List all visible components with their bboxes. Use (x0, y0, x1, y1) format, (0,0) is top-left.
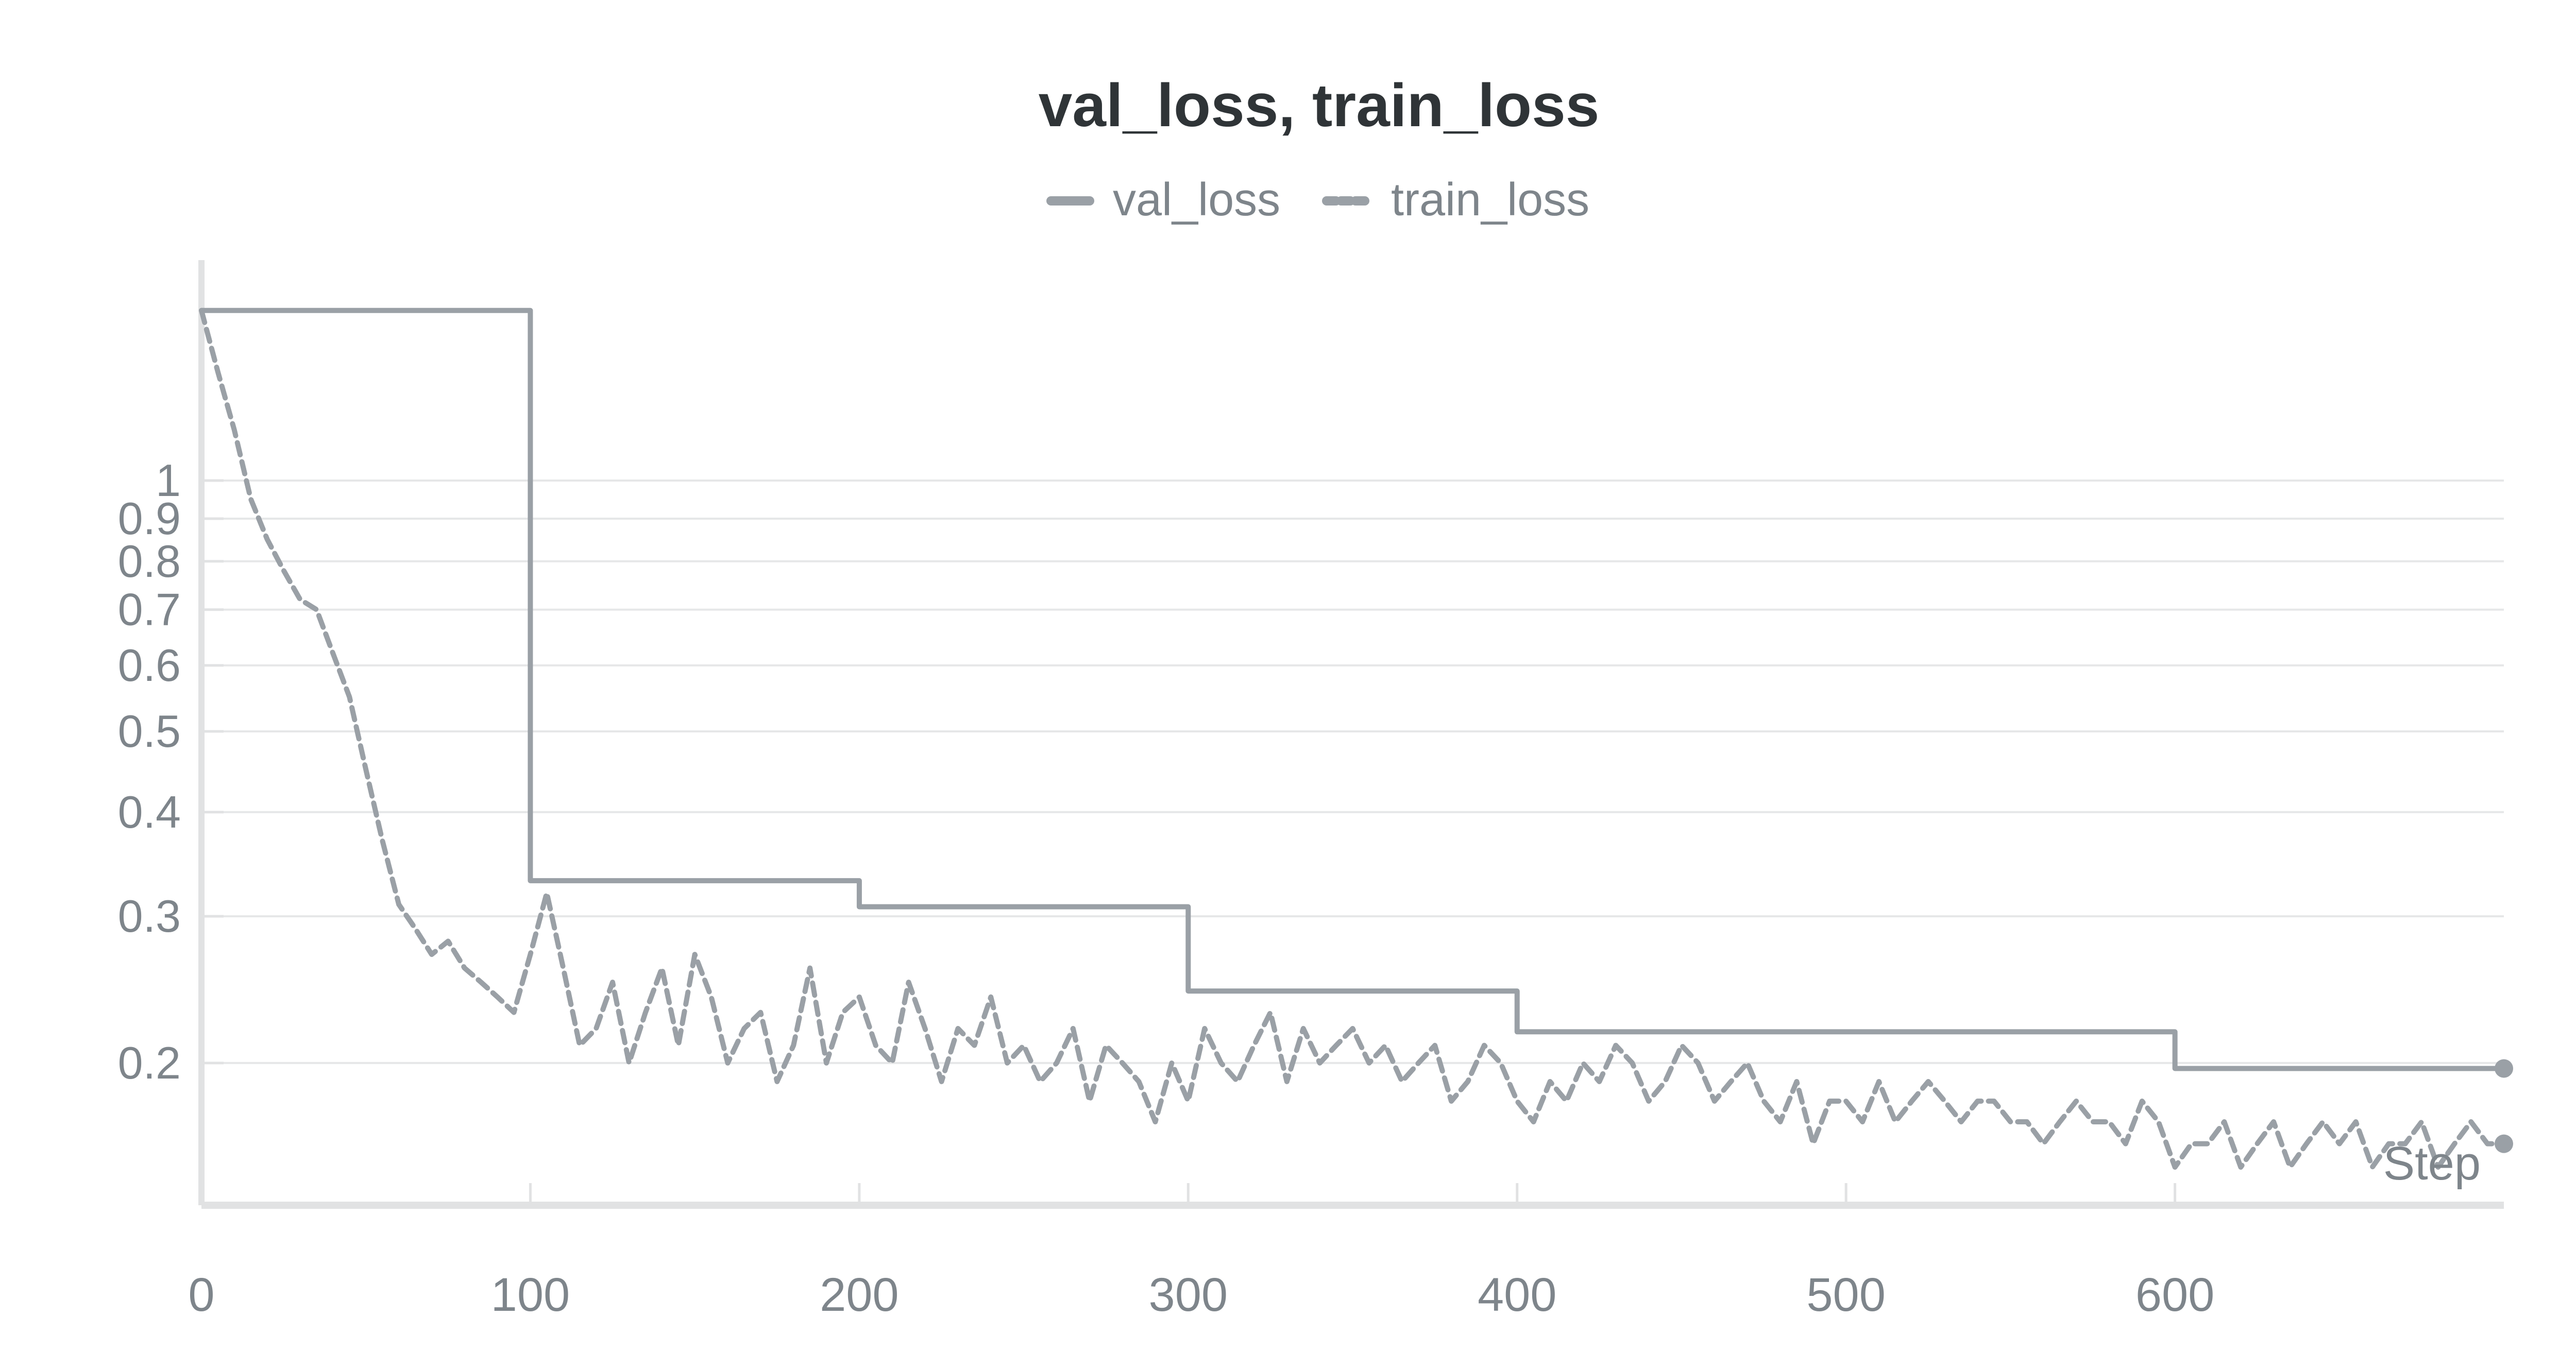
legend-train-loss-label: train_loss (1391, 174, 1589, 226)
chart-title: val_loss, train_loss (1039, 72, 1600, 140)
x-tick-label: 400 (1478, 1269, 1557, 1321)
y-tick-label: 0.6 (118, 640, 181, 691)
x-tick-label: 100 (491, 1269, 570, 1321)
grid-layer (201, 479, 2504, 1064)
train-loss-end-point (2495, 1134, 2513, 1153)
y-tick-label: 0.3 (118, 891, 181, 942)
val-loss-end-point (2495, 1059, 2513, 1078)
x-tick-label: 200 (820, 1269, 899, 1321)
legend-val-loss-label: val_loss (1113, 174, 1280, 226)
y-tick-label: 0.5 (118, 706, 181, 757)
x-tick-label: 500 (1806, 1269, 1886, 1321)
series-layer (199, 307, 2513, 1170)
val-loss-line (199, 307, 2506, 1071)
x-tick-label: 0 (188, 1269, 214, 1321)
y-tick-label: 0.8 (118, 536, 181, 587)
y-tick-label: 0.7 (118, 584, 181, 635)
y-tick-label: 0.4 (118, 786, 181, 837)
y-tick-label: 0.2 (118, 1037, 181, 1088)
axis-layer: 10.90.80.70.6 0.5 0.4 0.3 0.2 0 100 200 300 400 50… (118, 260, 2504, 1321)
y-tick-label: 1 (156, 455, 181, 506)
chart-header: val_loss, train_loss val_loss train_loss (1039, 72, 1600, 226)
x-tick-label: 300 (1149, 1269, 1228, 1321)
x-tick-label: 600 (2136, 1269, 2215, 1321)
y-tick-label: 0.9 (118, 493, 181, 544)
x-axis-label: Step (2383, 1137, 2481, 1190)
legend: val_loss train_loss (1046, 174, 1589, 226)
train-loss-line (199, 307, 2506, 1170)
